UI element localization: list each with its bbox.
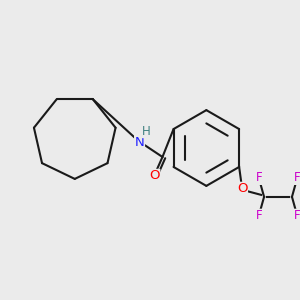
Text: F: F: [294, 171, 300, 184]
Text: F: F: [256, 209, 262, 222]
Text: F: F: [294, 209, 300, 222]
Text: O: O: [149, 169, 160, 182]
Text: O: O: [237, 182, 247, 195]
Text: F: F: [256, 171, 262, 184]
Text: H: H: [142, 124, 151, 138]
Text: N: N: [135, 136, 144, 148]
